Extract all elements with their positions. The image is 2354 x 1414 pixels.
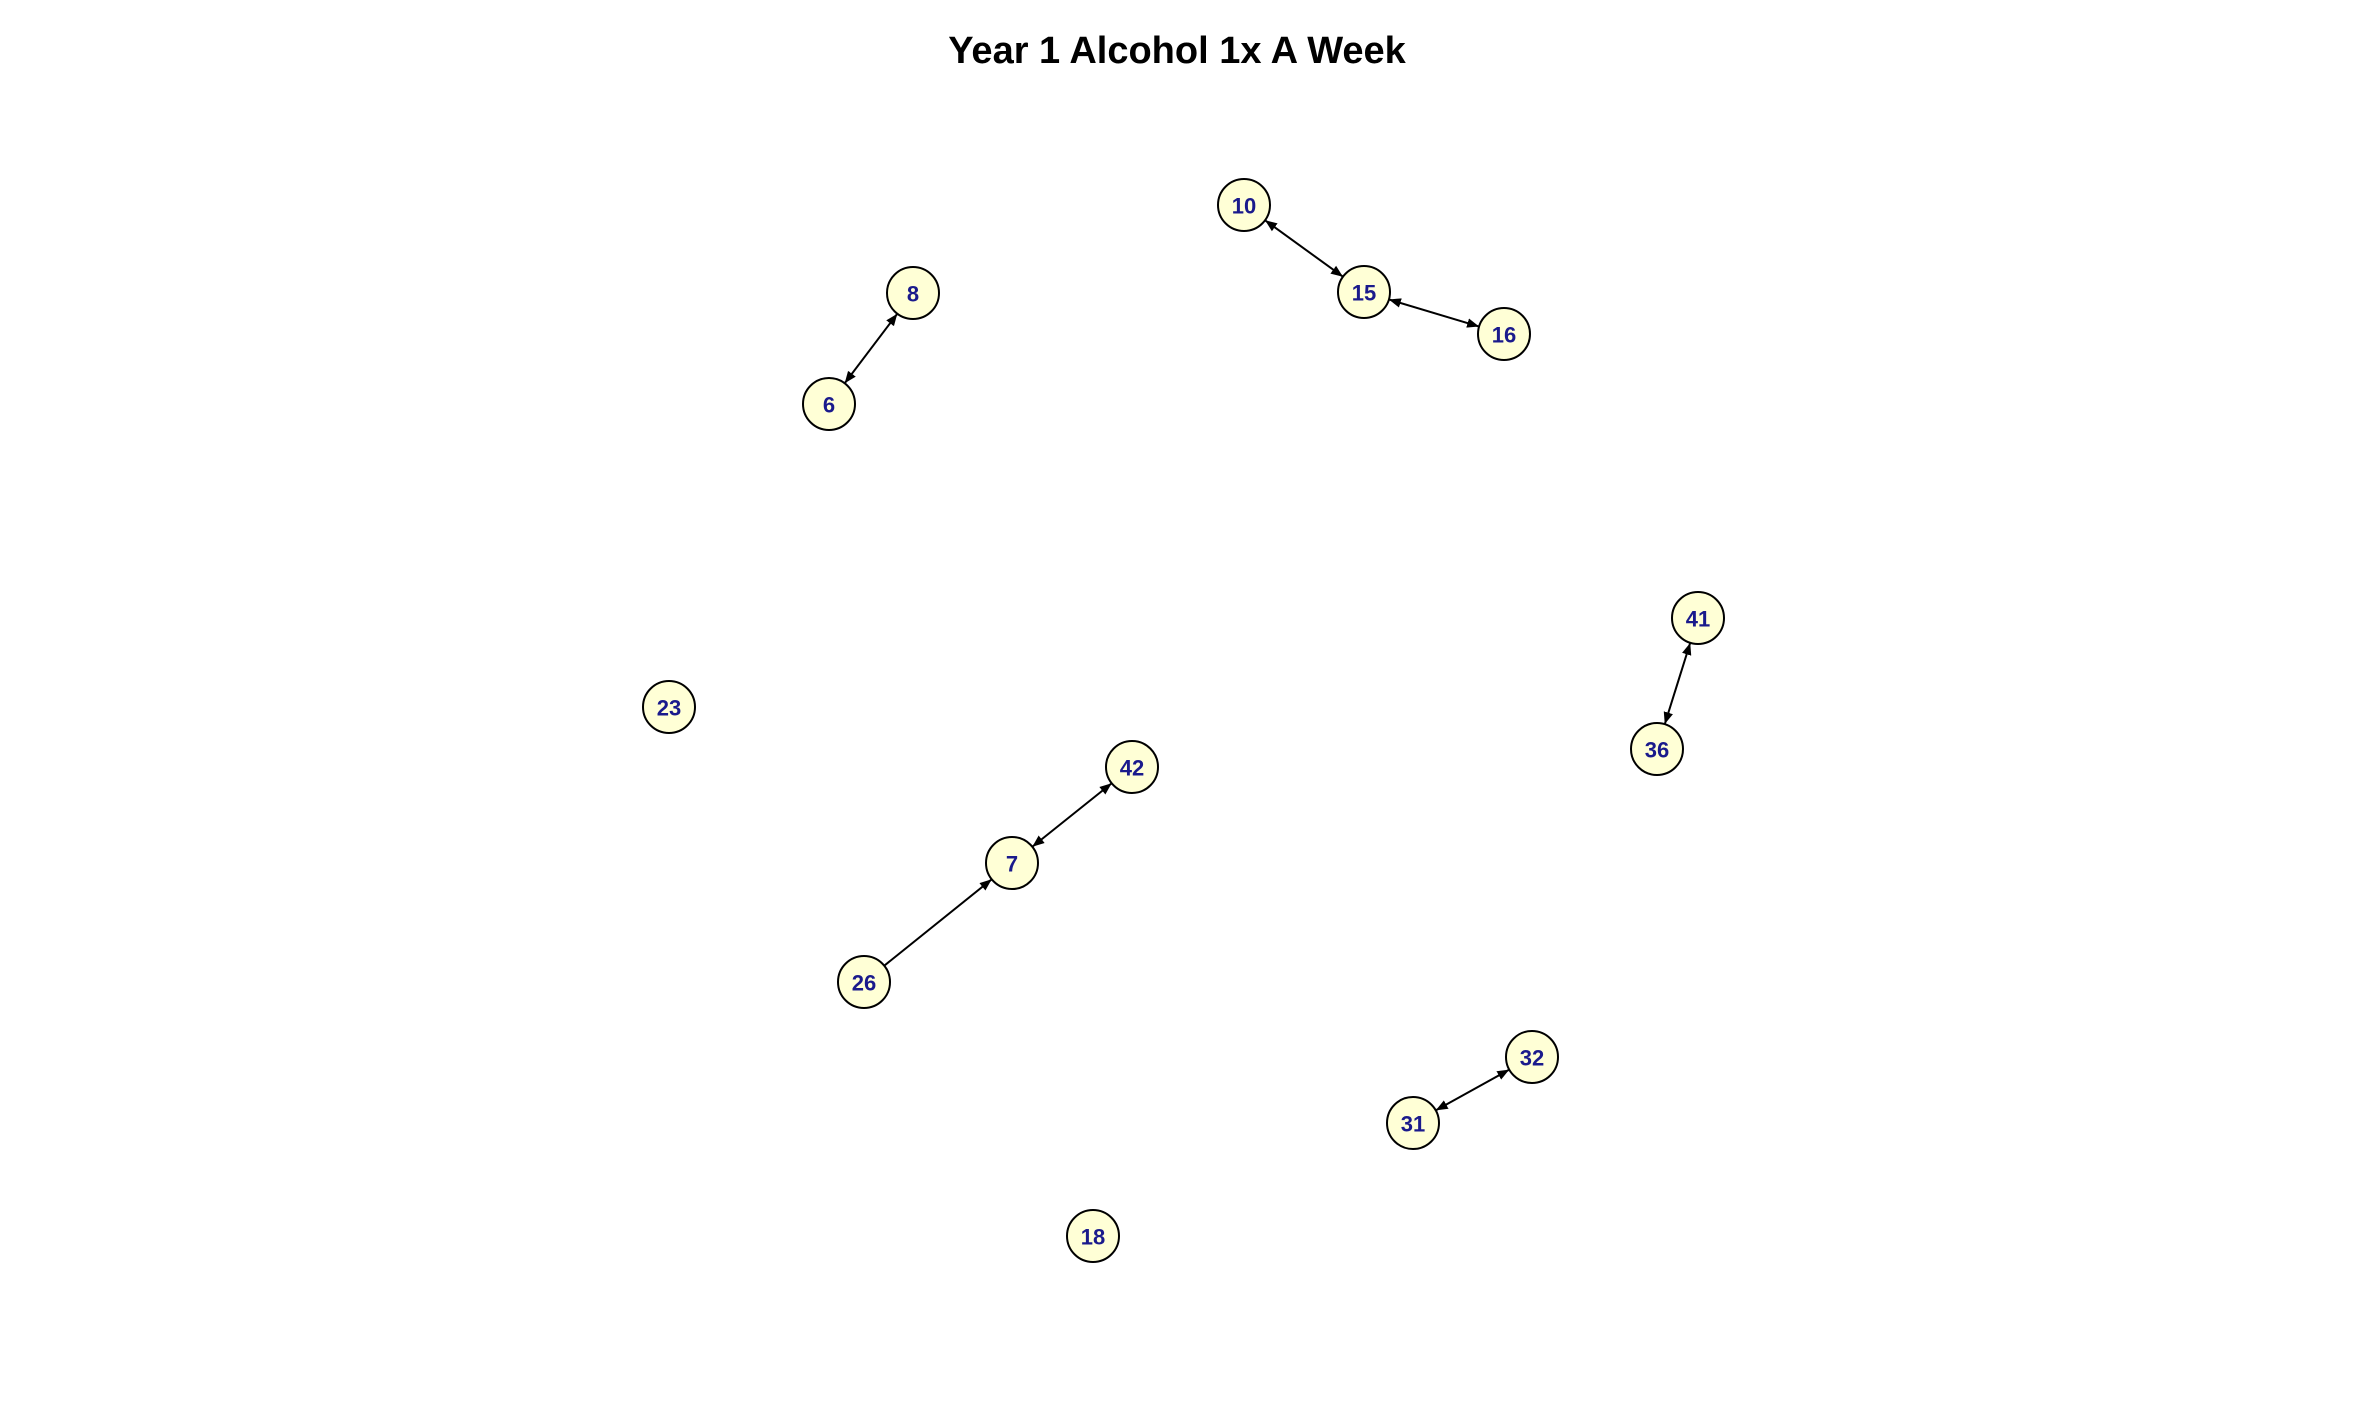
node-32: 32 — [1505, 1030, 1559, 1084]
node-label: 26 — [852, 971, 876, 996]
node-circle — [802, 377, 856, 431]
node-circle — [837, 955, 891, 1009]
node-label: 31 — [1401, 1112, 1425, 1137]
node-41: 41 — [1671, 591, 1725, 645]
node-circle — [1477, 307, 1531, 361]
node-label: 10 — [1232, 194, 1256, 219]
edge-41-36 — [1663, 642, 1692, 725]
node-label: 6 — [823, 393, 835, 418]
node-circle — [642, 680, 696, 734]
edge-32-31 — [1435, 1068, 1510, 1112]
node-label: 23 — [657, 696, 681, 721]
edges-layer — [843, 219, 1692, 1112]
node-16: 16 — [1477, 307, 1531, 361]
node-label: 7 — [1006, 852, 1018, 877]
node-15: 15 — [1337, 265, 1391, 319]
node-10: 10 — [1217, 178, 1271, 232]
node-label: 41 — [1686, 607, 1710, 632]
node-circle — [1066, 1209, 1120, 1263]
node-label: 15 — [1352, 281, 1376, 306]
edge-10-15 — [1264, 219, 1344, 278]
node-label: 36 — [1645, 738, 1669, 763]
node-label: 16 — [1492, 323, 1516, 348]
edge-42-7 — [1031, 782, 1113, 848]
node-6: 6 — [802, 377, 856, 431]
node-26: 26 — [837, 955, 891, 1009]
node-label: 18 — [1081, 1225, 1105, 1250]
node-7: 7 — [985, 836, 1039, 890]
edge-8-6 — [843, 313, 899, 384]
node-circle — [886, 266, 940, 320]
chart-title: Year 1 Alcohol 1x A Week — [948, 30, 1406, 72]
node-23: 23 — [642, 680, 696, 734]
node-circle — [1505, 1030, 1559, 1084]
node-circle — [1337, 265, 1391, 319]
node-8: 8 — [886, 266, 940, 320]
node-31: 31 — [1386, 1096, 1440, 1150]
edge-15-16 — [1388, 298, 1480, 328]
node-circle — [1217, 178, 1271, 232]
node-label: 42 — [1120, 756, 1144, 781]
node-circle — [1630, 722, 1684, 776]
node-circle — [1105, 740, 1159, 794]
nodes-layer: 10 15 16 8 6 41 36 23 42 7 26 32 31 18 — [642, 178, 1725, 1263]
node-42: 42 — [1105, 740, 1159, 794]
node-36: 36 — [1630, 722, 1684, 776]
node-label: 32 — [1520, 1046, 1544, 1071]
node-circle — [1386, 1096, 1440, 1150]
edge-26-7 — [883, 878, 993, 967]
node-circle — [1671, 591, 1725, 645]
node-label: 8 — [907, 282, 919, 307]
node-18: 18 — [1066, 1209, 1120, 1263]
node-circle — [985, 836, 1039, 890]
